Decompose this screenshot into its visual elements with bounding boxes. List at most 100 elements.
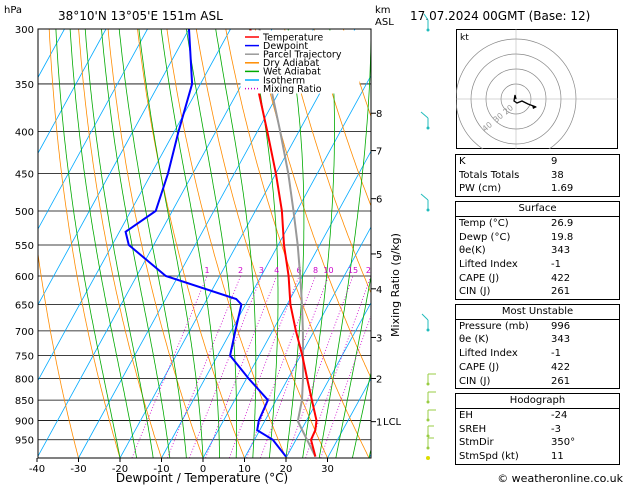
x-tick-label: 30 (321, 464, 334, 475)
wind-barb-flag (423, 13, 429, 21)
mixing-ratio-label: 4 (274, 266, 279, 275)
index-value: 38 (551, 169, 564, 181)
surface-title: Surface (518, 203, 557, 215)
wet-adiabat (352, 370, 371, 458)
surface-label: CIN (J) (459, 286, 491, 298)
mixing-ratio-label: 10 (323, 266, 333, 275)
surface-label: Lifted Index (459, 258, 518, 270)
surface-row: Lifted Index -1 (456, 258, 619, 272)
pressure-tick-label: 450 (15, 170, 34, 181)
surface-row: Dewp (°C) 19.8 (456, 231, 619, 245)
mixing-ratio-axis-label: Mixing Ratio (g/kg) (389, 233, 402, 337)
hodo-row: StmSpd (kt) 11 (456, 450, 619, 464)
dry-adiabat (313, 29, 371, 207)
copyright: © weatheronline.co.uk (497, 472, 623, 485)
stats-panel: K 9 Totals Totals 38 PW (cm) 1.69 Surfac… (455, 154, 620, 469)
mu-row: CIN (J) 261 (456, 375, 619, 389)
surface-value: 422 (551, 272, 571, 284)
dry-adiabat (195, 29, 328, 458)
plot-frame (37, 28, 372, 459)
surface-label: Temp (°C) (459, 217, 509, 229)
asl-unit-label: ASL (375, 17, 394, 28)
pressure-tick-label: 350 (15, 80, 34, 91)
mixing-ratio-label: 20 (366, 266, 376, 275)
mixing-ratio-label: 15 (348, 266, 358, 275)
hodo-row: EH -24 (456, 409, 619, 423)
km-tick-label: 1 (376, 418, 382, 429)
hodograph-trace (513, 94, 537, 108)
wet-adiabat (335, 274, 371, 458)
wet-adiabat (215, 29, 257, 458)
surface-table: Surface Temp (°C) 26.9 Dewp (°C) 19.8 θe(K… (455, 201, 620, 301)
surface-row: Temp (°C) 26.9 (456, 217, 619, 231)
wet-adiabat (160, 29, 221, 458)
wet-adiabat (368, 447, 371, 458)
isotherm (202, 150, 371, 458)
hodo-value: -3 (551, 423, 561, 435)
dry-adiabat (78, 29, 162, 458)
most-unstable-table: Most Unstable Pressure (mb) 996 θe (K) 343… (455, 304, 620, 390)
wet-adiabat (118, 29, 187, 458)
wind-barb-dot (426, 418, 430, 422)
hodograph-unit: kt (460, 33, 469, 43)
mu-row: CAPE (J) 422 (456, 361, 619, 375)
mixing-ratio-line (167, 275, 241, 458)
wind-barb-flag (420, 111, 429, 119)
wind-profile (420, 13, 436, 460)
pressure-tick-label: 300 (15, 25, 34, 36)
wind-barb-dot (426, 446, 430, 450)
surface-row: θe(K) 343 (456, 244, 619, 258)
km-tick-label: 6 (376, 195, 382, 206)
surface-row: CIN (J) 261 (456, 285, 619, 299)
isotherm (38, 29, 273, 458)
index-value: 1.69 (551, 183, 574, 195)
pressure-tick-label: 600 (15, 272, 34, 283)
mixing-ratio-label: 8 (313, 266, 318, 275)
isotherm (38, 29, 107, 154)
legend-item-label: Mixing Ratio (263, 84, 322, 95)
legend-item-label: Wet Adiabat (263, 67, 321, 78)
pressure-tick-label: 700 (15, 327, 34, 338)
dry-adiabat (166, 29, 287, 458)
hodograph: kt 20 30 40 (456, 29, 618, 149)
pressure-tick-label: 400 (15, 128, 34, 139)
surface-value: 261 (551, 286, 571, 298)
legend-item-label: Dewpoint (263, 41, 308, 52)
wet-adiabat (249, 29, 279, 458)
wind-barb-flag (420, 193, 429, 201)
hodograph-frame (456, 29, 618, 149)
x-tick-label: 20 (280, 464, 293, 475)
surface-value: 19.8 (551, 231, 574, 243)
isotherm (161, 74, 371, 458)
mu-value: 261 (551, 375, 571, 387)
wet-adiabat (101, 29, 171, 458)
pressure-tick-label: 850 (15, 396, 34, 407)
wind-barb-flag (421, 313, 429, 321)
surface-label: θe(K) (459, 245, 486, 257)
index-row-totals: Totals Totals 38 (456, 169, 619, 183)
mu-label: CAPE (J) (459, 361, 500, 373)
index-row-pw: PW (cm) 1.69 (456, 182, 619, 196)
pressure-tick-label: 500 (15, 207, 34, 218)
surface-row: CAPE (J) 422 (456, 272, 619, 286)
pressure-tick-label: 550 (15, 241, 34, 252)
pressure-tick-label: 900 (15, 417, 34, 428)
mu-label: CIN (J) (459, 375, 491, 387)
mu-value: 422 (551, 361, 571, 373)
km-unit-label: km (375, 5, 391, 16)
legend-item-label: Dry Adiabat (263, 58, 320, 69)
km-tick-label: 2 (376, 375, 382, 386)
wet-adiabat (84, 29, 154, 458)
x-tick-label: -40 (29, 464, 45, 475)
wet-adiabat (138, 29, 204, 458)
km-tick-label: 8 (376, 109, 382, 120)
wind-barb-dot (426, 28, 430, 32)
mu-row: Pressure (mb) 996 (456, 320, 619, 334)
legend-item-label: Parcel Trajectory (263, 50, 342, 61)
surface-wind-dot (426, 456, 430, 460)
mu-row: Lifted Index -1 (456, 347, 619, 361)
mixing-ratio-line (320, 314, 371, 458)
hodo-label: StmSpd (kt) (459, 451, 519, 463)
mu-value: 996 (551, 320, 571, 332)
